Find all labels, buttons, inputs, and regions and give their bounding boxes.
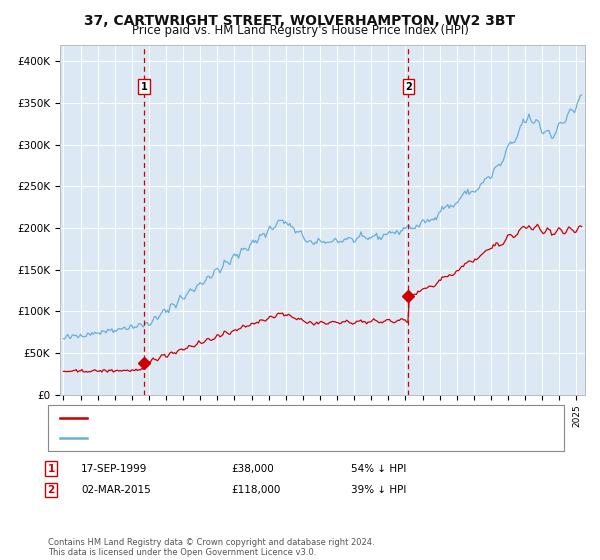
Text: 1: 1 <box>47 464 55 474</box>
Text: 17-SEP-1999: 17-SEP-1999 <box>81 464 148 474</box>
Text: 37, CARTWRIGHT STREET, WOLVERHAMPTON, WV2 3BT (detached house): 37, CARTWRIGHT STREET, WOLVERHAMPTON, WV… <box>93 413 461 423</box>
Text: 37, CARTWRIGHT STREET, WOLVERHAMPTON, WV2 3BT: 37, CARTWRIGHT STREET, WOLVERHAMPTON, WV… <box>85 14 515 28</box>
Text: 2: 2 <box>405 82 412 92</box>
Text: £118,000: £118,000 <box>231 485 280 495</box>
Text: HPI: Average price, detached house, Wolverhampton: HPI: Average price, detached house, Wolv… <box>93 433 356 443</box>
Text: Price paid vs. HM Land Registry's House Price Index (HPI): Price paid vs. HM Land Registry's House … <box>131 24 469 37</box>
Text: £38,000: £38,000 <box>231 464 274 474</box>
Text: 1: 1 <box>141 82 148 92</box>
Text: 39% ↓ HPI: 39% ↓ HPI <box>351 485 406 495</box>
Text: 2: 2 <box>47 485 55 495</box>
Text: Contains HM Land Registry data © Crown copyright and database right 2024.
This d: Contains HM Land Registry data © Crown c… <box>48 538 374 557</box>
Text: 54% ↓ HPI: 54% ↓ HPI <box>351 464 406 474</box>
Text: 02-MAR-2015: 02-MAR-2015 <box>81 485 151 495</box>
